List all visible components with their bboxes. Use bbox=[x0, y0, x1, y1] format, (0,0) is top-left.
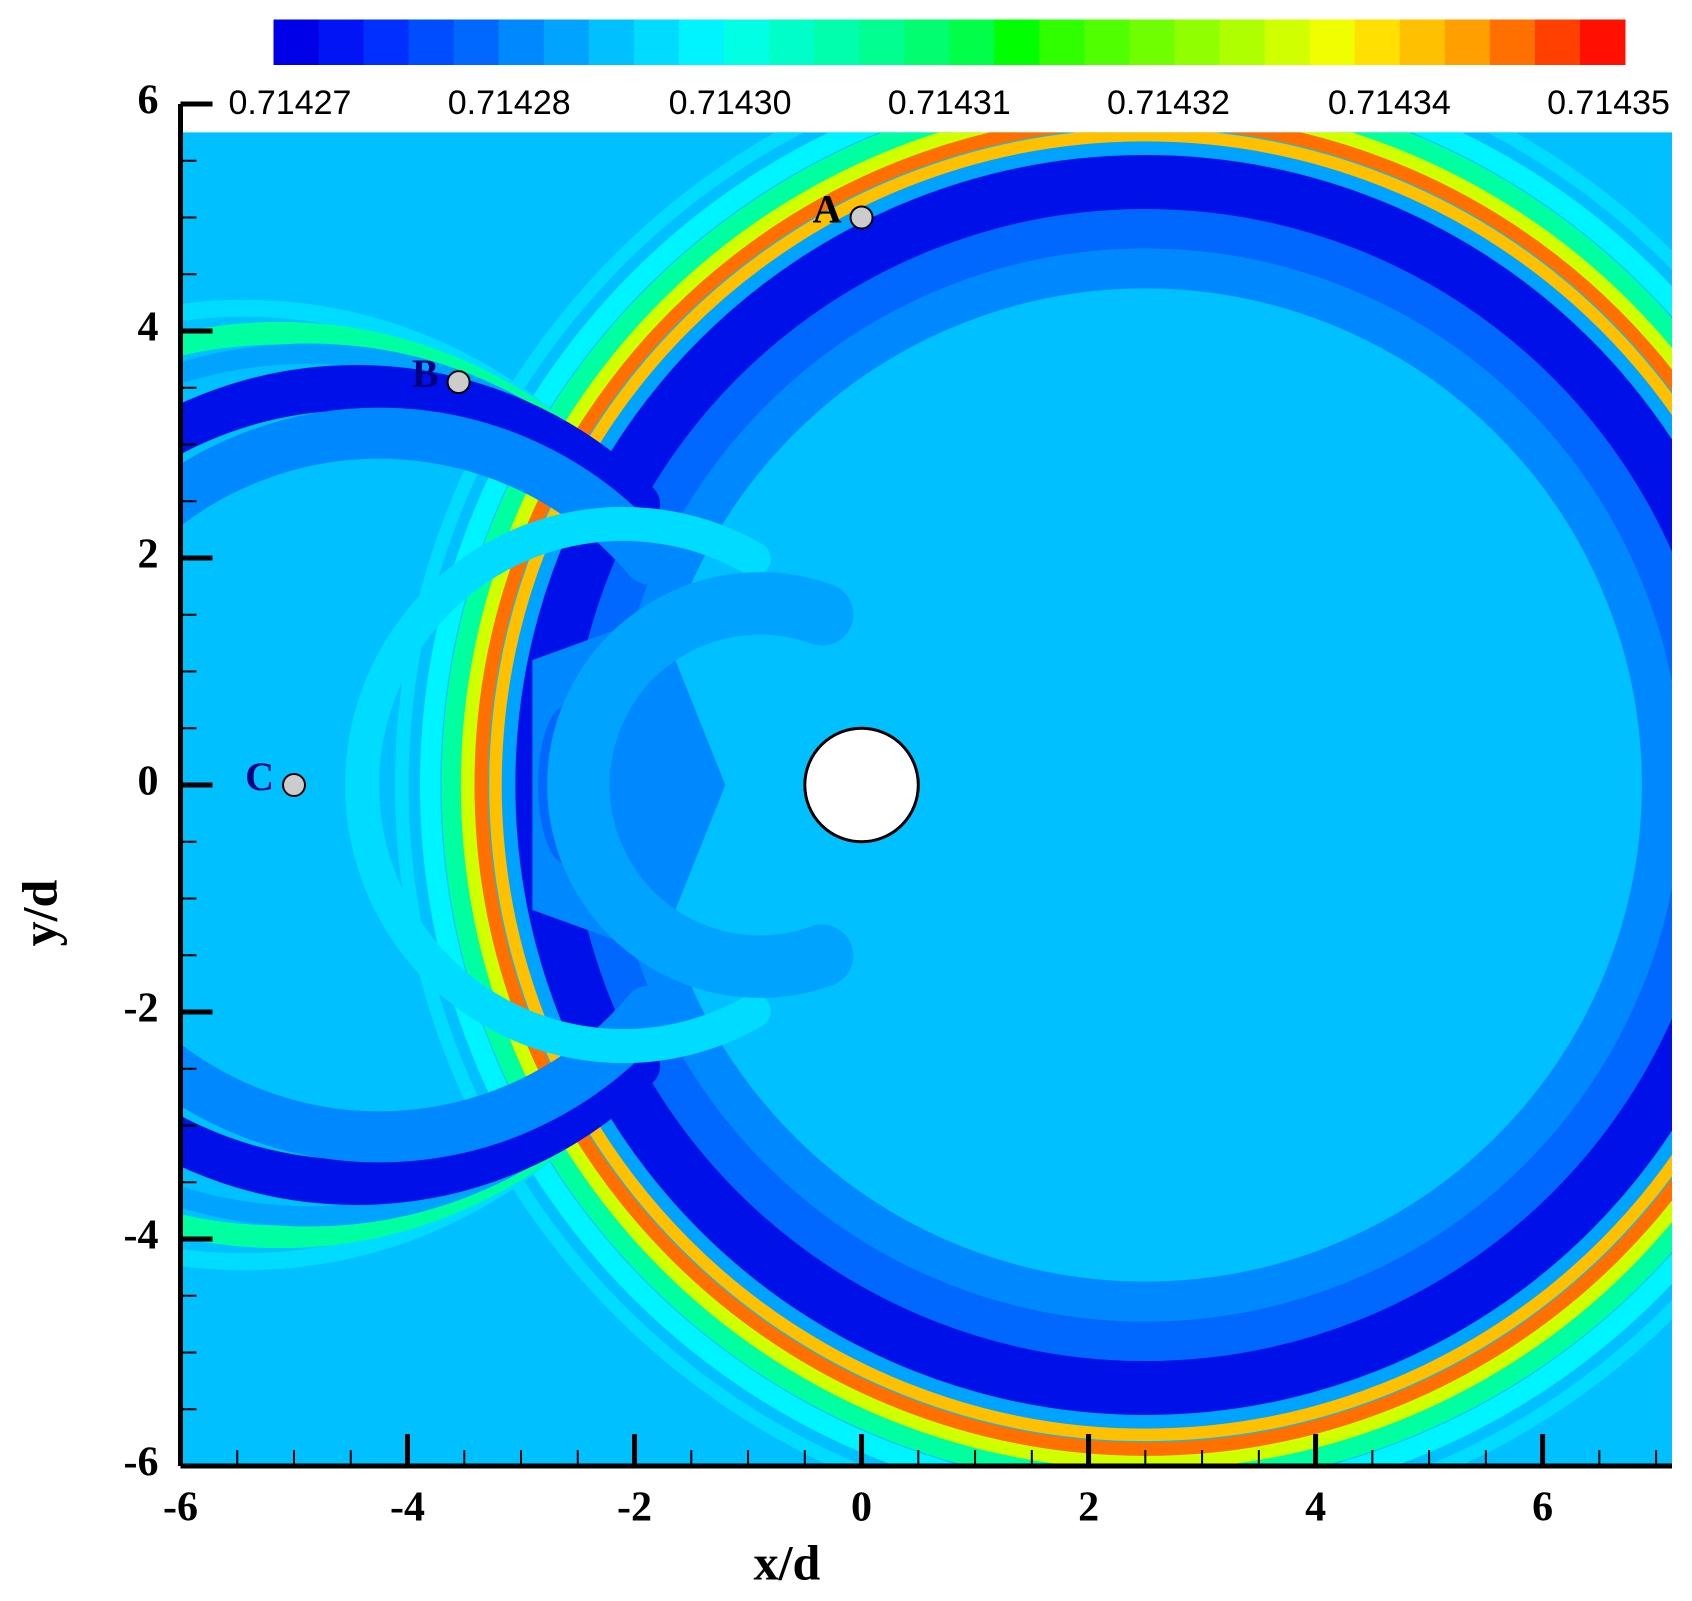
contour-band bbox=[501, 141, 1672, 1429]
colorbar-tick-label: 0.71435 bbox=[1547, 84, 1670, 122]
colorbar-cell bbox=[1264, 19, 1311, 65]
colorbar-cell bbox=[408, 19, 455, 65]
colorbar-cell bbox=[1444, 19, 1491, 65]
colorbar-tick-label: 0.71430 bbox=[669, 84, 792, 122]
y-tick-label: 0 bbox=[138, 759, 159, 805]
colorbar-cell bbox=[1084, 19, 1130, 65]
probe-label: C bbox=[245, 754, 274, 799]
colorbar-cell bbox=[1129, 19, 1175, 65]
y-tick-label: 4 bbox=[138, 305, 159, 351]
x-axis-title: x/d bbox=[754, 1534, 821, 1590]
colorbar-cell bbox=[633, 19, 680, 65]
probe-label: A bbox=[813, 187, 842, 232]
colorbar-cell bbox=[814, 19, 860, 65]
y-tick-label: 2 bbox=[138, 532, 159, 578]
contour-band bbox=[474, 132, 1672, 1456]
colorbar-tick-label: 0.71431 bbox=[888, 84, 1011, 122]
contour-band bbox=[180, 321, 611, 1249]
x-tick-label: -6 bbox=[163, 1485, 198, 1531]
colorbar-cell bbox=[724, 19, 770, 65]
contour-band bbox=[180, 299, 590, 1271]
contour-band bbox=[180, 407, 675, 1163]
contour-band bbox=[420, 132, 1672, 1466]
colorbar-cell bbox=[994, 19, 1040, 65]
x-tick-label: -4 bbox=[390, 1485, 425, 1531]
cylinder bbox=[803, 726, 920, 844]
contour-band bbox=[395, 132, 1672, 1466]
colorbar-cell bbox=[1534, 19, 1581, 65]
colorbar-tick-label: 0.71432 bbox=[1107, 84, 1230, 122]
y-axis-title: y/d bbox=[11, 879, 67, 946]
contour-band bbox=[489, 132, 1672, 1441]
colorbar-cell bbox=[1354, 19, 1401, 65]
contour-band bbox=[180, 343, 624, 1227]
colorbar-cell bbox=[363, 19, 410, 65]
colorbar-cell bbox=[1219, 19, 1266, 65]
x-tick-label: 2 bbox=[1078, 1485, 1099, 1531]
colorbar-cell bbox=[1489, 19, 1536, 65]
colorbar-cell bbox=[904, 19, 950, 65]
colorbar-cell bbox=[1399, 19, 1446, 65]
probe-label: B bbox=[412, 351, 439, 396]
colorbar-tick-label: 0.71428 bbox=[448, 84, 571, 122]
probe-point bbox=[282, 773, 307, 797]
colorbar-tick-label: 0.71427 bbox=[229, 84, 352, 122]
contour-band bbox=[547, 572, 854, 998]
colorbar-cell bbox=[678, 19, 725, 65]
contour-band bbox=[441, 132, 1672, 1466]
x-tick-label: -2 bbox=[617, 1485, 652, 1531]
probe-point bbox=[849, 205, 874, 230]
x-tick-label: 0 bbox=[851, 1485, 872, 1531]
colorbar-cell bbox=[1309, 19, 1356, 65]
colorbar-cell bbox=[1174, 19, 1221, 65]
colorbar-cell bbox=[318, 19, 365, 65]
y-tick-label: -2 bbox=[124, 986, 159, 1032]
y-tick-label: 6 bbox=[138, 78, 159, 124]
y-tick-label: -6 bbox=[124, 1440, 159, 1486]
y-tick-label: -4 bbox=[124, 1213, 159, 1259]
contour-band bbox=[180, 365, 661, 1205]
colorbar-cell bbox=[588, 19, 635, 65]
colorbar-cell bbox=[543, 19, 590, 65]
colorbar-cell bbox=[453, 19, 500, 65]
colorbar-cell bbox=[273, 19, 320, 65]
colorbar-cell bbox=[498, 19, 545, 65]
contour-field bbox=[180, 132, 1672, 1466]
contour-band bbox=[345, 506, 771, 1064]
colorbar-cell bbox=[1579, 19, 1626, 65]
x-tick-label: 6 bbox=[1532, 1485, 1553, 1531]
colorbar-cell bbox=[1039, 19, 1085, 65]
colorbar-cell bbox=[769, 19, 815, 65]
probe-point bbox=[446, 370, 471, 395]
colorbar-tick-label: 0.71434 bbox=[1328, 84, 1451, 122]
colorbar-cell bbox=[859, 19, 905, 65]
colorbar-cell bbox=[949, 19, 995, 65]
x-tick-label: 4 bbox=[1305, 1485, 1326, 1531]
